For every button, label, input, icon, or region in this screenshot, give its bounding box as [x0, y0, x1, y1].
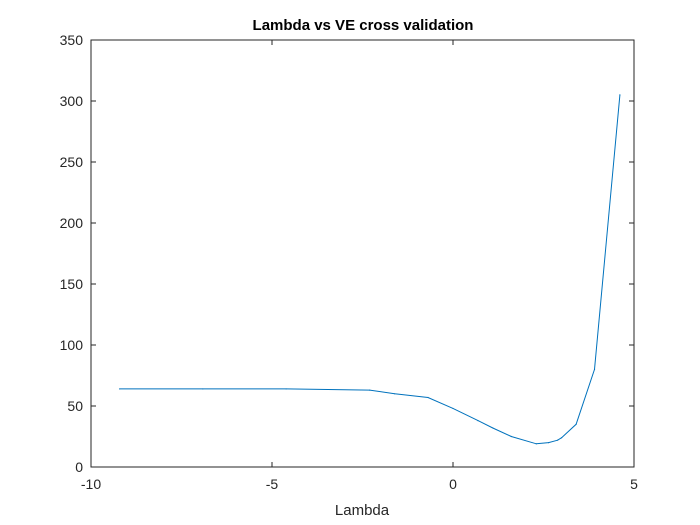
data-point — [557, 439, 559, 441]
data-point — [619, 94, 621, 96]
x-tick-label: -10 — [81, 476, 101, 492]
y-tick-label: 250 — [60, 154, 84, 170]
y-tick-label: 0 — [75, 459, 83, 475]
y-tick-label: 150 — [60, 276, 84, 292]
y-tick-label: 200 — [60, 215, 84, 231]
y-tick-label: 350 — [60, 32, 84, 48]
data-point — [547, 442, 550, 444]
data-point — [535, 443, 537, 445]
x-axis: -10 -5 0 5 — [81, 40, 638, 492]
series-layer — [118, 94, 621, 445]
y-tick-label: 300 — [60, 93, 84, 109]
data-point — [477, 420, 479, 422]
data-point — [561, 437, 563, 439]
data-point — [452, 407, 454, 410]
data-point — [202, 388, 204, 390]
data-point — [427, 396, 429, 399]
x-tick-label: -5 — [266, 476, 279, 492]
data-point — [369, 389, 371, 391]
data-point — [118, 388, 121, 390]
y-axis: 0 50 100 150 200 250 300 350 — [60, 32, 634, 475]
y-tick-label: 50 — [67, 398, 83, 414]
data-point — [575, 423, 577, 425]
x-axis-label: Lambda — [335, 502, 390, 519]
x-tick-label: 5 — [630, 476, 638, 492]
data-point — [285, 388, 287, 390]
data-point — [492, 427, 494, 429]
y-tick-label: 100 — [60, 337, 84, 353]
plot-area — [90, 39, 635, 468]
x-tick-label: 0 — [449, 476, 457, 492]
data-point — [394, 393, 396, 395]
data-point — [593, 368, 596, 370]
data-point — [510, 435, 512, 438]
chart-title: Lambda vs VE cross validation — [253, 17, 474, 34]
